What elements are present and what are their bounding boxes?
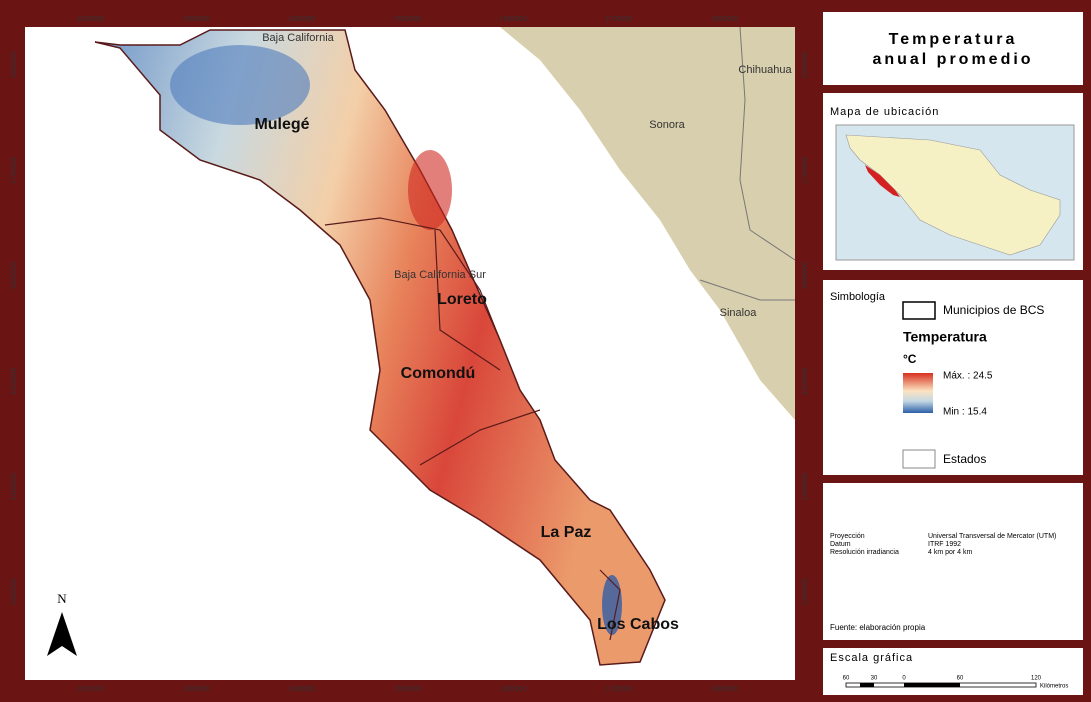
source: Fuente: elaboración propia [830, 623, 926, 632]
state-border [699, 279, 795, 301]
y-coord-label: 1300000 [11, 578, 18, 605]
legend-panel [823, 280, 1083, 475]
scale-tick: 30 [871, 676, 878, 682]
cold-zone [170, 45, 310, 125]
info-value: Universal Transversal de Mercator (UTM) [928, 533, 1056, 540]
x-coord-label: 1700000 [605, 16, 632, 23]
mainland [500, 27, 795, 420]
municipal-border [324, 217, 501, 341]
municipality-label: Loreto [437, 291, 487, 308]
y-coord-label: 1700000 [802, 157, 809, 184]
state-border [739, 26, 796, 261]
y-coord-label: 1600000 [11, 262, 18, 289]
scale-tick: 120 [1031, 676, 1042, 682]
info-value: ITRF 1992 [928, 541, 961, 548]
y-coord-label: 1500000 [802, 367, 809, 394]
y-coord-label: 1800000 [802, 51, 809, 78]
scale-tick: 0 [902, 676, 906, 682]
x-coord-label: 1600000 [500, 16, 527, 23]
municipality-label: Comondú [401, 365, 476, 382]
x-coord-label: 1200000 [76, 16, 103, 23]
legend-label: Municipios de BCS [943, 303, 1044, 317]
x-coord-label: 1800000 [711, 16, 738, 23]
y-coord-label: 1800000 [11, 51, 18, 78]
scale-bar [904, 683, 960, 687]
municipal-border [599, 569, 621, 641]
location-title: Mapa de ubicación [830, 106, 939, 118]
municipality-label: Mulegé [254, 116, 309, 133]
title: Temperatura [889, 31, 1018, 48]
legend-min: Min : 15.4 [943, 407, 987, 418]
legend-title: Simbología [830, 291, 886, 303]
x-coord-label: 1800000 [711, 686, 738, 693]
info-key: Datum [830, 541, 851, 548]
x-coord-label: 1600000 [500, 686, 527, 693]
state-label: Sonora [649, 119, 685, 131]
legend-ramp [903, 373, 933, 413]
x-coord-label: 1200000 [76, 686, 103, 693]
legend-swatch [902, 449, 936, 469]
municipal-border [434, 229, 501, 371]
y-coord-label: 1300000 [802, 578, 809, 605]
north-arrow [47, 612, 77, 656]
legend-swatch [902, 301, 936, 320]
x-coord-label: 1400000 [288, 16, 315, 23]
info-value: 4 km por 4 km [928, 549, 973, 556]
title: anual promedio [872, 51, 1033, 68]
peninsula [94, 29, 666, 666]
north-label: N [57, 591, 67, 606]
x-coord-label: 1500000 [394, 16, 421, 23]
scale-unit: Kilómetros [1040, 684, 1068, 690]
legend-variable: Temperatura [903, 329, 987, 345]
y-coord-label: 1700000 [11, 157, 18, 184]
y-coord-label: 1400000 [802, 473, 809, 500]
x-coord-label: 1300000 [182, 686, 209, 693]
legend-label: Estados [943, 452, 986, 466]
scale-tick: 60 [843, 676, 850, 682]
y-coord-label: 1500000 [11, 367, 18, 394]
municipality-label: Los Cabos [597, 616, 679, 633]
scale-bar [860, 683, 874, 687]
scale-title: Escala gráfica [830, 652, 913, 664]
bcs-highlight [865, 165, 900, 197]
state-label: Baja California [262, 32, 334, 44]
legend-unit: °C [903, 352, 917, 366]
hot-zone [408, 150, 452, 230]
info-key: Proyección [830, 533, 865, 540]
state-label: Sinaloa [720, 307, 758, 319]
y-coord-label: 1400000 [11, 473, 18, 500]
state-label: Baja California Sur [394, 269, 486, 281]
x-coord-label: 1300000 [182, 16, 209, 23]
info-key: Resolución irradiancia [830, 549, 899, 556]
x-coord-label: 1700000 [605, 686, 632, 693]
state-label: Chihuahua [738, 64, 792, 76]
info-panel [823, 483, 1083, 640]
title-panel [823, 12, 1083, 85]
mexico [845, 134, 1061, 256]
x-coord-label: 1400000 [288, 686, 315, 693]
y-coord-label: 1600000 [802, 262, 809, 289]
cold-zone [602, 575, 622, 635]
municipality-label: La Paz [541, 524, 592, 541]
municipal-border [419, 409, 541, 466]
scale-tick: 60 [957, 676, 964, 682]
x-coord-label: 1500000 [394, 686, 421, 693]
legend-max: Máx. : 24.5 [943, 371, 993, 382]
